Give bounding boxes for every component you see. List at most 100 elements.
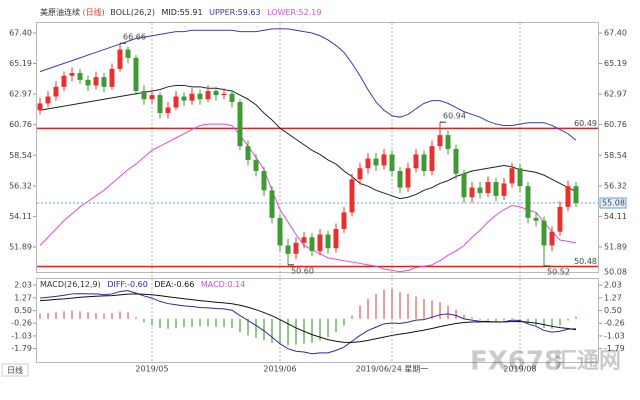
candle-body — [269, 190, 275, 218]
candle-body — [317, 234, 323, 252]
candle-body — [365, 158, 371, 169]
candle-body — [429, 146, 435, 171]
indicator-value: DEA:-0.66 — [154, 280, 194, 289]
macd-line — [39, 293, 577, 343]
y-tick-label: 54.11 — [9, 212, 32, 221]
y-tick-label: -1.79 — [604, 344, 625, 353]
watermark: 汇通网 — [555, 349, 621, 374]
indicator-value: MID:55.91 — [162, 8, 203, 17]
candle-body — [101, 77, 107, 87]
candle-body — [461, 173, 467, 198]
y-axis-floor-label: 50.08 — [604, 268, 627, 277]
candle-body — [173, 96, 179, 108]
candle-body — [237, 101, 243, 147]
candle-body — [37, 103, 43, 111]
candle-body — [149, 95, 155, 100]
y-tick-label: 1.27 — [604, 293, 622, 302]
candle-body — [397, 170, 403, 188]
annotation-label: 66.66 — [123, 33, 146, 42]
candle-body — [301, 237, 307, 243]
y-tick-label: 58.54 — [604, 151, 627, 160]
candle-body — [453, 148, 459, 174]
y-tick-label: 67.40 — [9, 29, 32, 38]
candle-body — [253, 159, 259, 171]
band-line — [39, 123, 577, 273]
candle-body — [213, 90, 219, 96]
y-tick-label: 67.40 — [604, 29, 627, 38]
chart-title: 美原油连续 — [40, 7, 80, 17]
candle-body — [165, 107, 171, 114]
y-tick-label: 60.76 — [9, 120, 32, 129]
candle-body — [413, 154, 419, 169]
candle-body — [469, 187, 475, 198]
candle-body — [501, 183, 507, 196]
y-tick-label: -1.03 — [604, 331, 625, 340]
candle-body — [557, 206, 563, 232]
x-tick-label: 2019/05 — [135, 365, 168, 374]
candle-body — [493, 182, 499, 196]
candle-body — [205, 90, 211, 100]
level-label: 50.48 — [574, 257, 597, 266]
candle-body — [141, 90, 147, 100]
candle-body — [277, 217, 283, 246]
candle-body — [525, 186, 531, 218]
candle-body — [437, 135, 443, 147]
candle-body — [293, 242, 299, 254]
level-label: 60.49 — [574, 119, 597, 128]
candle-body — [133, 57, 139, 91]
y-tick-label: 56.32 — [9, 181, 32, 190]
candle-body — [69, 73, 75, 76]
candle-body — [421, 154, 427, 171]
indicator-value: DIFF:-0.60 — [107, 280, 148, 289]
candle-body — [285, 245, 291, 254]
candle-body — [573, 186, 579, 204]
y-tick-label: -1.03 — [11, 331, 32, 340]
candle-body — [125, 49, 131, 58]
candle-body — [549, 231, 555, 246]
candle-body — [45, 96, 51, 104]
last-price-label: 55.08 — [602, 199, 625, 208]
candle-body — [157, 95, 163, 114]
y-tick-label: 54.11 — [604, 212, 627, 221]
y-tick-label: -0.26 — [11, 319, 32, 328]
candle-body — [405, 168, 411, 188]
candle-body — [53, 86, 59, 97]
candle-body — [477, 187, 483, 194]
candle-body — [517, 168, 523, 187]
macd-frame — [36, 278, 599, 363]
y-tick-label: 2.03 — [14, 281, 32, 290]
annotation-label: 50.52 — [547, 267, 570, 276]
candle-body — [261, 170, 267, 191]
candle-body — [189, 93, 195, 101]
candle-body — [333, 228, 339, 249]
candle-body — [381, 154, 387, 166]
band-line — [39, 28, 577, 141]
indicator-value: MACD:0.14 — [201, 280, 246, 289]
candle-body — [373, 158, 379, 166]
cursor-label: 2019/06/24 星期一 — [356, 365, 429, 374]
price-header: 美原油连续 (日线) BOLL(26,2) MID:55.91 UPPER:59… — [40, 7, 321, 17]
candle-body — [109, 68, 115, 87]
y-tick-label: -0.26 — [604, 319, 625, 328]
candle-body — [181, 96, 187, 101]
candle-body — [221, 93, 227, 96]
price-frame — [36, 22, 599, 273]
candle-body — [341, 212, 347, 229]
y-tick-label: 1.27 — [14, 293, 32, 302]
candle-body — [349, 179, 355, 213]
y-tick-label: 62.97 — [9, 90, 32, 99]
band-line — [39, 84, 577, 200]
candle-body — [229, 93, 235, 102]
period-box[interactable] — [1, 363, 29, 377]
period-label[interactable]: 日线 — [7, 365, 23, 375]
y-tick-label: 51.89 — [9, 243, 32, 252]
y-tick-label: 65.19 — [9, 59, 32, 68]
candle-body — [533, 217, 539, 221]
y-tick-label: 2.03 — [604, 281, 622, 290]
y-tick-label: 62.97 — [604, 90, 627, 99]
indicator-name: MACD(26,12,9) — [40, 280, 101, 289]
x-tick-label: 2019/06 — [263, 365, 296, 374]
y-tick-label: 0.50 — [604, 306, 622, 315]
y-tick-label: -1.79 — [11, 344, 32, 353]
